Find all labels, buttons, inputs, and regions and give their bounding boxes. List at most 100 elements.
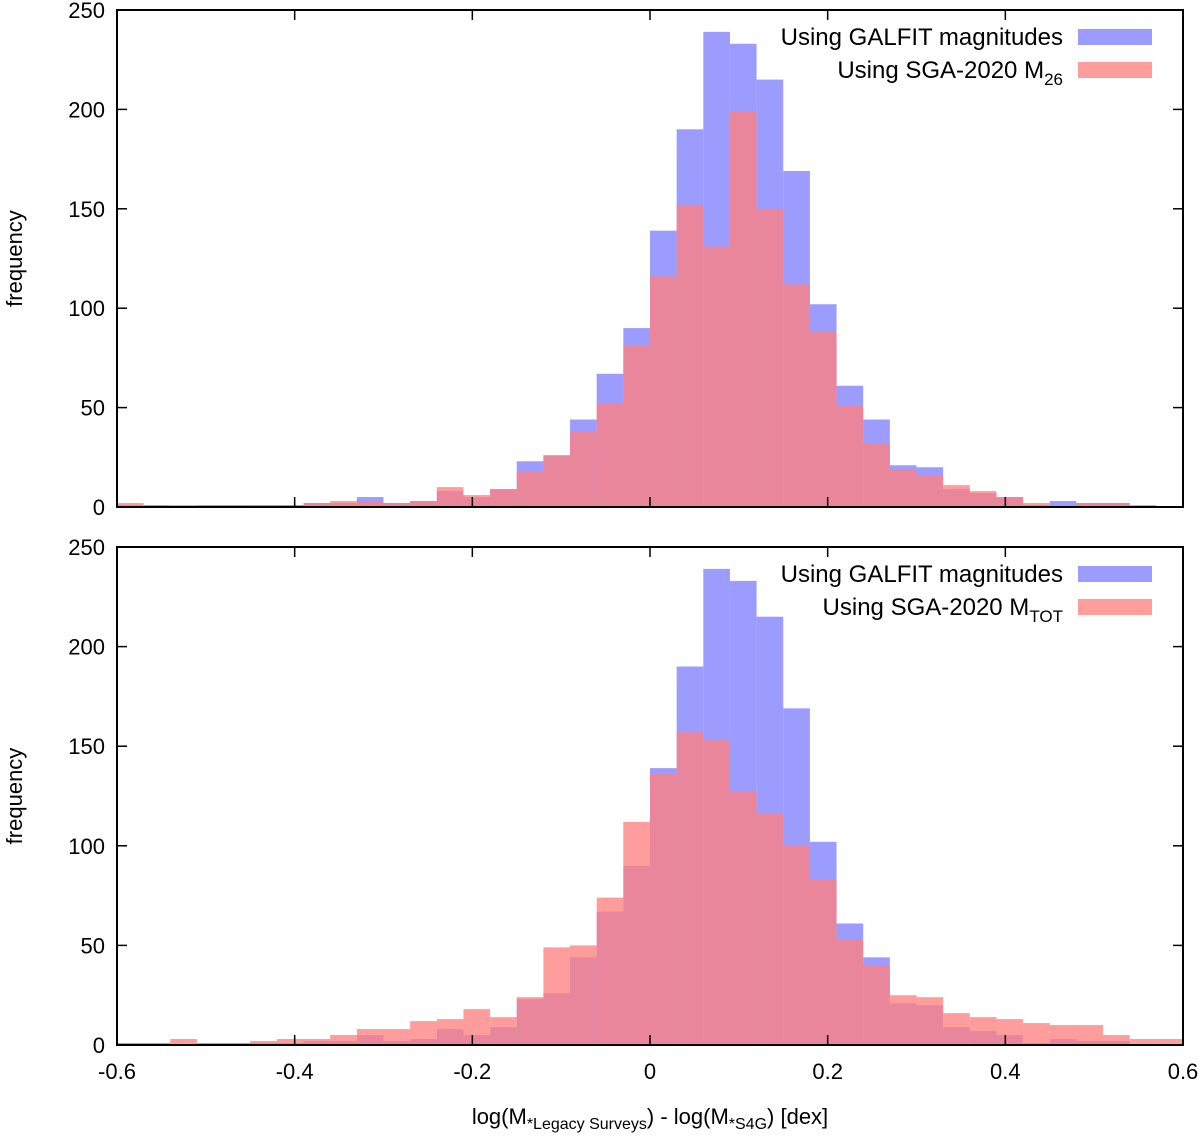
panel-top-series-2-bar	[383, 503, 411, 507]
panel-top-series-2-bar	[410, 501, 437, 507]
panel-bottom-series-2-bar	[1129, 1039, 1157, 1045]
panel-top-series-2-bar	[330, 501, 357, 507]
panel-bottom-series-2-bar	[969, 1017, 997, 1045]
panel-bottom-xtick-label: -0.4	[276, 1059, 314, 1084]
panel-bottom-legend-label-2: Using SGA-2020 MTOT	[823, 594, 1063, 626]
x-axis-label-part: log(M	[472, 1104, 527, 1129]
panel-top-series-2-bar	[916, 475, 944, 507]
panel-top-series-2-bar	[889, 469, 917, 507]
panel-top-series-2-bar	[543, 455, 571, 507]
panel-top-series-2-bar	[650, 276, 677, 507]
panel-bottom-series-2-bar	[863, 965, 890, 1045]
panel-top-ytick-label: 0	[93, 495, 105, 520]
panel-top-series-2-bar	[969, 491, 997, 507]
panel-bottom-ytick-label: 150	[68, 734, 105, 759]
panel-top-series-1-bar	[1049, 501, 1077, 507]
panel-bottom-series-2-bar	[490, 1017, 517, 1045]
panel-bottom-series-2-bar	[756, 813, 784, 1045]
panel-bottom-series-2-bar	[463, 1009, 491, 1045]
panel-bottom-series-2-bar	[836, 939, 864, 1045]
panel-top-series-2-bar	[596, 403, 624, 507]
panel-top-ytick-label: 50	[81, 396, 105, 421]
x-axis-label-part: ) [dex]	[767, 1104, 828, 1129]
panel-top-ytick-label: 250	[68, 0, 105, 23]
panel-bottom-series-2-bar	[410, 1021, 437, 1045]
panel-bottom-series-2-bar	[170, 1039, 197, 1045]
panel-bottom-xtick-label: -0.2	[453, 1059, 491, 1084]
panel-top-ytick-label: 200	[68, 97, 105, 122]
panel-top-series-2-bar	[809, 332, 837, 507]
panel-bottom-series-2-bar	[276, 1039, 304, 1045]
panel-bottom-legend-swatch-1	[1078, 566, 1152, 582]
panel-bottom-series-2-bar	[596, 897, 624, 1045]
panel-top-series-2-bar	[996, 497, 1024, 507]
panel-bottom-ytick-label: 200	[68, 635, 105, 660]
x-axis-label-subscript: *S4G	[729, 1116, 767, 1133]
panel-bottom-series-2-bar	[570, 945, 597, 1045]
panel-bottom-legend-swatch-2	[1078, 599, 1152, 615]
panel-bottom-series-2-bar	[383, 1029, 411, 1045]
panel-bottom-series-2-bar	[623, 821, 650, 1045]
panel-bottom-series-2-bar	[250, 1041, 277, 1045]
panel-bottom-series-2-bar	[436, 1019, 464, 1045]
panel-bottom-series-2-bar	[1156, 1039, 1183, 1045]
panel-bottom-xtick-label: 0.6	[1168, 1059, 1199, 1084]
panel-top-series-2-bar	[516, 471, 544, 507]
panel-top-legend-swatch-2	[1078, 62, 1152, 78]
panel-top-series-2-bar	[303, 503, 331, 507]
panel-bottom-xtick-label: 0.2	[812, 1059, 843, 1084]
panel-bottom-series-2-bar	[676, 732, 704, 1045]
panel-bottom-series-2-bar	[1076, 1025, 1104, 1045]
panel-top-ylabel: frequency	[2, 210, 27, 307]
panel-bottom-series-2-bar	[516, 997, 544, 1045]
panel-bottom-series-2-bar	[783, 845, 810, 1045]
panel-bottom-series-2-bar	[543, 947, 571, 1045]
x-axis-label-part: ) - log(M	[647, 1104, 729, 1129]
panel-top-series-2-bar	[756, 208, 784, 508]
panel-bottom-legend-label-1: Using GALFIT magnitudes	[781, 561, 1063, 588]
panel-bottom-ytick-label: 250	[68, 535, 105, 560]
panel-bottom-xtick-label: 0	[644, 1059, 656, 1084]
panel-bottom-series-2-bar	[889, 995, 917, 1045]
panel-bottom-ytick-label: 0	[93, 1033, 105, 1058]
panel-bottom-ytick-label: 50	[81, 933, 105, 958]
panel-top-ytick-label: 150	[68, 197, 105, 222]
panel-top-series-2-bar	[356, 501, 384, 507]
panel-bottom-series-2-bar	[916, 997, 944, 1045]
panel-bottom-series-2-bar	[729, 792, 757, 1045]
panel-top-ytick-label: 100	[68, 296, 105, 321]
panel-top-series-2-bar	[1023, 503, 1050, 507]
panel-bottom-series-2-bar	[650, 774, 677, 1045]
panel-bottom-xtick-label: -0.6	[98, 1059, 136, 1084]
panel-top-legend-label-1: Using GALFIT magnitudes	[781, 24, 1063, 51]
x-axis-label: log(M*Legacy Surveys) - log(M*S4G) [dex]	[472, 1104, 828, 1133]
panel-top-series-2-bar	[490, 489, 517, 507]
panel-top-series-2-bar	[676, 204, 704, 507]
panel-top-series-2-bar	[783, 284, 810, 507]
panel-top-series-2-bar	[943, 485, 970, 507]
panel-bottom-ytick-label: 100	[68, 834, 105, 859]
panel-bottom-series-2-bar	[943, 1013, 970, 1045]
panel-bottom-series-2-bar	[809, 879, 837, 1045]
panel-bottom-series-2-bar	[1049, 1025, 1077, 1045]
panel-top-series-2-bar	[117, 503, 144, 507]
panel-top-series-2-bar	[436, 487, 464, 507]
panel-bottom-series-2-bar	[330, 1035, 357, 1045]
x-axis-label-subscript: *Legacy Surveys	[527, 1116, 647, 1133]
panel-bottom-series-2-bar	[996, 1019, 1024, 1045]
panel-top-series-2-bar	[1076, 503, 1104, 507]
panel-top-series-2-bar	[703, 246, 730, 507]
panel-bottom-series-2-bar	[703, 740, 730, 1045]
panel-bottom-series-2-bar	[356, 1029, 384, 1045]
panel-top-series-2-bar	[1103, 503, 1130, 507]
panel-top-series-2-bar	[863, 443, 890, 507]
panel-bottom-series-2-bar	[1103, 1035, 1130, 1045]
panel-top-series-2-bar	[463, 495, 491, 507]
panel-top-series-2-bar	[836, 405, 864, 507]
panel-top: 0 50 100 150 200 250 frequency Using GALFIT mag…	[2, 0, 1184, 520]
panel-bottom-ylabel: frequency	[2, 748, 27, 845]
panel-bottom-xtick-label: 0.4	[990, 1059, 1021, 1084]
panel-top-series-2-bar	[570, 431, 597, 507]
panel-top-series-2-bar	[623, 345, 650, 507]
